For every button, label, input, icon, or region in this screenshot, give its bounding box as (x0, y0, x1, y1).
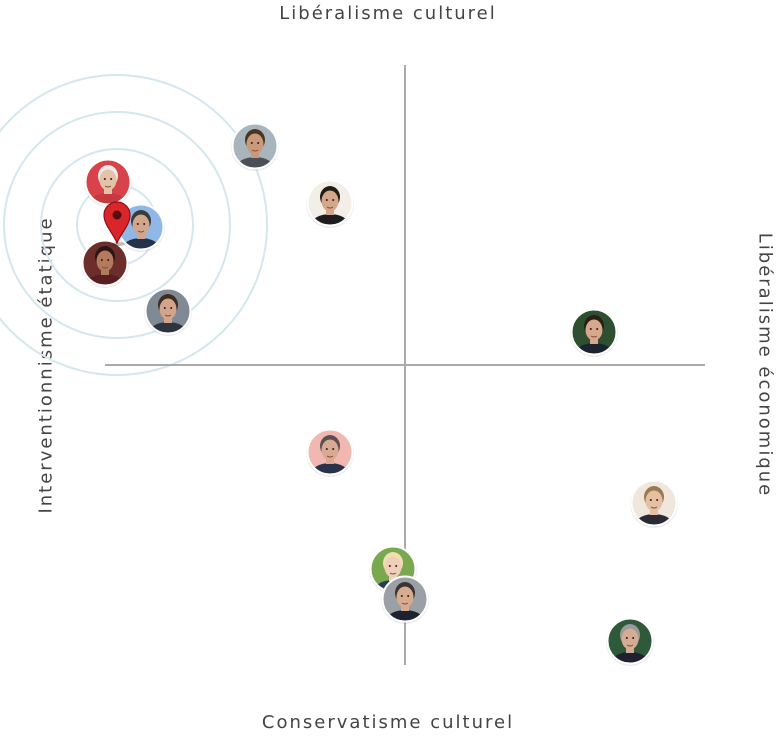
candidate-points (81, 122, 678, 674)
candidate-avatar[interactable] (81, 239, 129, 296)
avatar-photo (383, 577, 427, 621)
candidate-avatar[interactable] (570, 308, 618, 365)
avatar-border (81, 239, 129, 287)
avatar-border (630, 479, 678, 527)
avatar-photo (83, 241, 127, 285)
avatar-photo (308, 430, 352, 474)
candidate-avatar[interactable] (306, 179, 354, 236)
avatar-photo (233, 124, 277, 168)
avatar-border (306, 179, 354, 227)
avatar-photo (572, 310, 616, 354)
avatar-photo (632, 481, 676, 525)
candidate-avatar[interactable] (381, 575, 429, 632)
avatar-photo (86, 160, 130, 204)
axis-label-top: Libéralisme culturel (279, 3, 497, 24)
candidate-avatar[interactable] (84, 158, 132, 215)
avatar-border (144, 287, 192, 335)
avatar-border (381, 575, 429, 623)
candidate-avatar[interactable] (630, 479, 678, 536)
position-ring (40, 148, 194, 302)
candidate-avatar[interactable] (231, 122, 279, 179)
map-pin-icon (103, 201, 131, 246)
candidate-avatar[interactable] (306, 428, 354, 485)
candidate-avatar[interactable] (144, 287, 192, 344)
avatar-photo (308, 181, 352, 225)
avatar-border (231, 122, 279, 170)
avatar-border (306, 428, 354, 476)
avatar-border (84, 158, 132, 206)
avatar-border (606, 617, 654, 665)
avatar-photo (146, 289, 190, 333)
axis-label-bottom: Conservatisme culturel (261, 712, 515, 733)
position-ring (0, 74, 268, 376)
position-ring (3, 111, 231, 339)
user-position-marker (103, 201, 131, 246)
candidate-avatar[interactable] (606, 617, 654, 674)
avatar-photo (608, 619, 652, 663)
avatar-border (570, 308, 618, 356)
